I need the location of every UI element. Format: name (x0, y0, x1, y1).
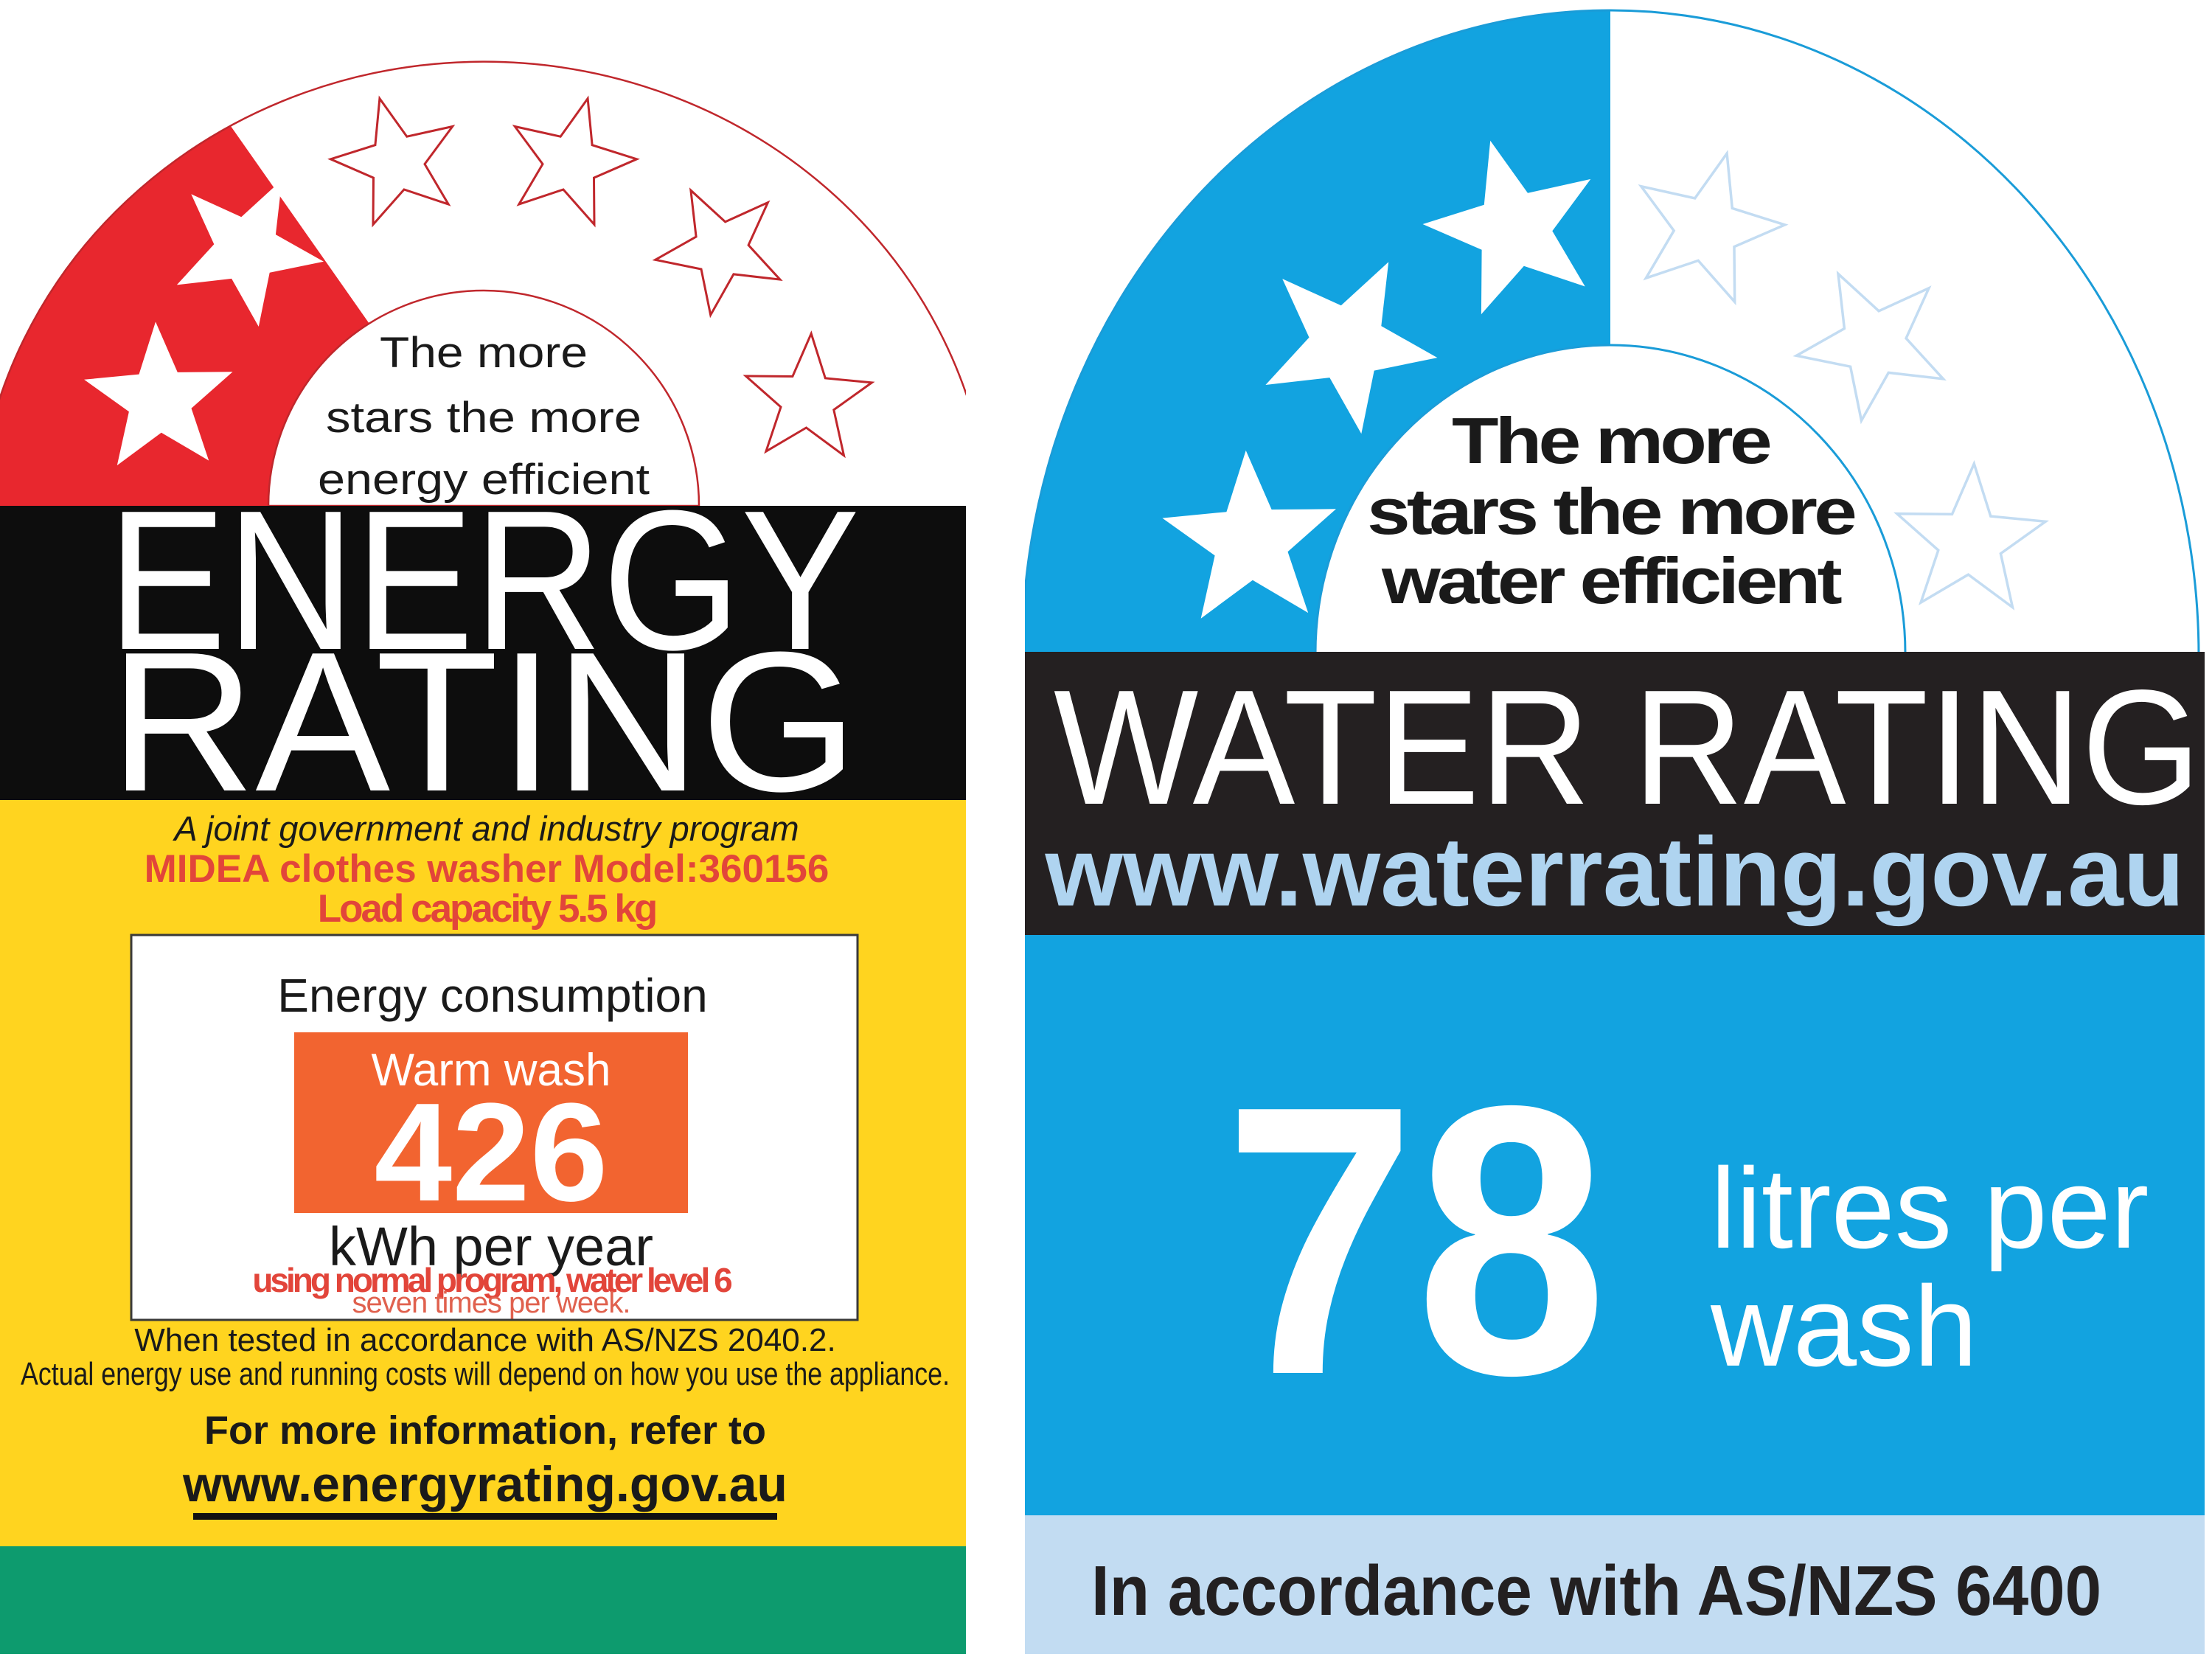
energy-kwh-unit: kWh per year (329, 1216, 653, 1277)
water-filled-star-icon (1162, 450, 1336, 619)
energy-url-underline (193, 1513, 777, 1520)
water-tagline-line2: stars the more (1367, 475, 1854, 548)
energy-more-info: For more information, refer to (204, 1408, 766, 1453)
energy-model-line: MIDEA clothes washer Model:360156 (145, 847, 830, 891)
water-unit-line2: wash (1710, 1262, 1978, 1390)
energy-usage-note2: seven times per week. (352, 1287, 630, 1319)
water-url: www.waterrating.gov.au (1044, 818, 2184, 927)
energy-consumption-heading: Energy consumption (277, 969, 707, 1022)
energy-title-line1: ENERGY (108, 470, 860, 692)
energy-filled-star-icon (84, 321, 233, 466)
energy-dome-arc (0, 60, 966, 401)
water-outline-star-icon (1792, 270, 1947, 425)
water-tagline-line3: water efficient (1381, 544, 1842, 617)
energy-program-line: A joint government and industry program (172, 809, 799, 848)
energy-wash-mode: Warm wash (372, 1045, 611, 1096)
water-stars-arc (1162, 140, 2050, 619)
energy-tagline-line2: stars the more (326, 394, 641, 442)
water-compliance-band (1025, 1515, 2205, 1654)
water-compliance-text: In accordance with AS/NZS 6400 (1091, 1551, 2101, 1630)
water-filled-star-icon (1422, 140, 1591, 315)
energy-consumption-value-box (294, 1032, 688, 1213)
energy-kwh-value: 426 (374, 1074, 608, 1231)
energy-outline-star-icon (327, 95, 456, 228)
water-outline-star-icon (1638, 150, 1789, 306)
energy-capacity-line: Load capacity 5.5 kg (318, 887, 655, 931)
water-rating-label: The more stars the more water efficient … (1025, 9, 2205, 1654)
energy-footnote2: Actual energy use and running costs will… (21, 1356, 950, 1392)
energy-title-band (0, 506, 966, 800)
energy-stars-arc (84, 95, 875, 466)
energy-inner-dome (267, 289, 700, 507)
energy-filled-star-icon (176, 179, 324, 327)
water-filled-star-icon (1265, 262, 1438, 434)
energy-usage-note1: using normal program, water level 6 (252, 1261, 731, 1299)
water-inner-dome (1314, 344, 1907, 655)
energy-footer-band (0, 1546, 966, 1654)
water-title: WATER RATING (1054, 656, 2201, 839)
energy-outline-star-icon (742, 330, 875, 459)
energy-footnote1: When tested in accordance with AS/NZS 20… (134, 1322, 835, 1358)
water-outline-star-icon (1893, 459, 2050, 611)
energy-title-line2: RATING (110, 611, 858, 833)
water-tagline-line1: The more (1452, 404, 1770, 477)
energy-tagline-line1: The more (380, 329, 588, 377)
water-title-band (1025, 652, 2205, 935)
water-body (1025, 935, 2205, 1515)
energy-outline-star-icon (652, 187, 783, 319)
water-dome-arc (1025, 9, 2200, 657)
energy-rating-label: The more stars the more energy efficient… (0, 60, 966, 1654)
energy-tagline-line3: energy efficient (318, 456, 650, 504)
energy-url: www.energyrating.gov.au (182, 1456, 787, 1512)
water-litres-value: 78 (1224, 1026, 1607, 1455)
energy-outline-star-icon (512, 95, 640, 228)
water-unit-line1: litres per (1711, 1144, 2149, 1272)
